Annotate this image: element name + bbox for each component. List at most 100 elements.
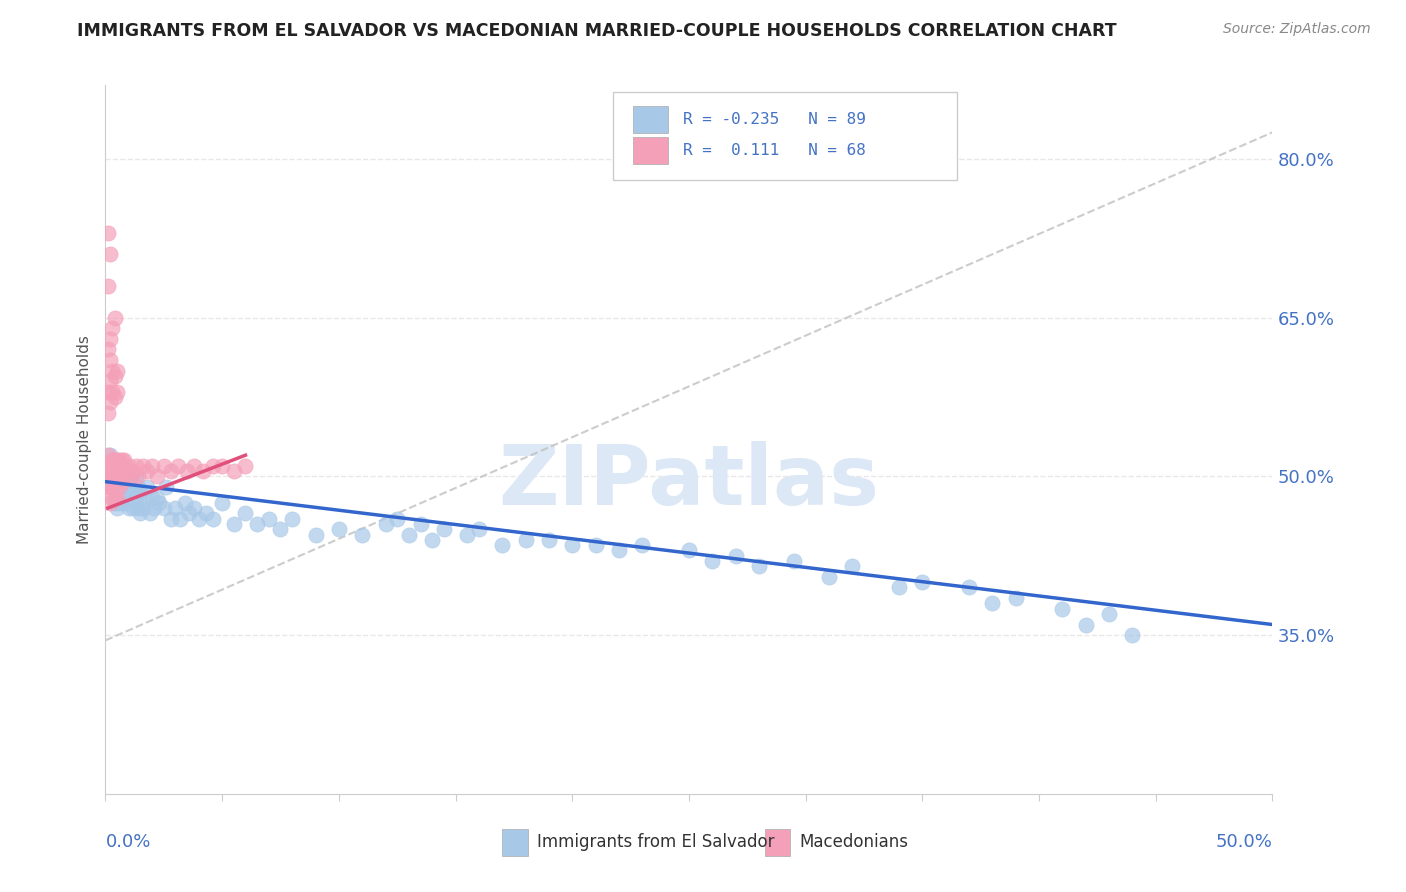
Point <box>585 538 607 552</box>
Point <box>97 480 120 494</box>
Point <box>159 511 181 525</box>
Point <box>127 469 149 483</box>
Point <box>1098 607 1121 621</box>
Point <box>127 501 149 516</box>
Point <box>98 458 121 473</box>
Point <box>201 458 224 473</box>
Point <box>179 507 201 521</box>
Point <box>176 464 198 478</box>
Point <box>183 458 205 473</box>
Point <box>491 538 513 552</box>
Point <box>148 496 170 510</box>
Point <box>201 511 224 525</box>
Point <box>98 247 121 261</box>
Point <box>222 464 245 478</box>
Point <box>112 464 135 478</box>
Point <box>118 501 141 516</box>
Point <box>141 458 163 473</box>
Point <box>97 343 120 357</box>
Point <box>748 559 770 574</box>
Point <box>115 475 138 489</box>
Point <box>125 458 148 473</box>
Point <box>111 458 134 473</box>
Point <box>127 480 149 494</box>
Point <box>97 406 120 420</box>
Point <box>111 475 134 489</box>
Point <box>105 475 128 489</box>
Point <box>222 516 245 531</box>
Point <box>724 549 747 563</box>
Point <box>146 491 169 505</box>
Text: 0.0%: 0.0% <box>105 833 150 851</box>
Point <box>153 501 174 516</box>
Point <box>104 491 127 505</box>
Point <box>97 469 120 483</box>
Bar <box>502 829 527 855</box>
Point <box>783 554 806 568</box>
Point <box>98 475 121 489</box>
Point <box>537 533 560 547</box>
Point <box>1004 591 1026 605</box>
Point <box>352 527 374 541</box>
Point <box>105 469 128 483</box>
Text: R = -0.235   N = 89: R = -0.235 N = 89 <box>683 112 866 127</box>
Point <box>398 527 420 541</box>
Point <box>125 491 148 505</box>
Point <box>101 321 124 335</box>
Point <box>118 480 141 494</box>
Point <box>211 458 233 473</box>
Point <box>270 522 292 536</box>
Point <box>108 496 131 510</box>
Point <box>981 596 1004 610</box>
Point <box>111 453 134 467</box>
Point <box>187 511 209 525</box>
Point <box>120 469 142 483</box>
Point <box>515 533 537 547</box>
Point <box>122 480 145 494</box>
Point <box>374 516 396 531</box>
Point <box>159 464 181 478</box>
Point <box>122 501 145 516</box>
Point <box>104 464 127 478</box>
Text: IMMIGRANTS FROM EL SALVADOR VS MACEDONIAN MARRIED-COUPLE HOUSEHOLDS CORRELATION : IMMIGRANTS FROM EL SALVADOR VS MACEDONIA… <box>77 22 1116 40</box>
Point <box>108 453 131 467</box>
Point <box>125 469 148 483</box>
Point <box>108 480 131 494</box>
Point <box>105 453 128 467</box>
Point <box>97 226 120 240</box>
Point <box>607 543 630 558</box>
FancyBboxPatch shape <box>613 92 957 180</box>
Point <box>97 469 120 483</box>
Point <box>841 559 863 574</box>
Point <box>111 469 134 483</box>
Point <box>132 458 155 473</box>
Point <box>105 501 128 516</box>
Point <box>101 453 124 467</box>
Point <box>108 464 131 478</box>
Point <box>112 491 135 505</box>
Point <box>456 527 478 541</box>
Point <box>129 507 152 521</box>
Point <box>104 390 127 404</box>
Point <box>257 511 280 525</box>
Point <box>561 538 583 552</box>
Point <box>115 496 138 510</box>
Point <box>108 469 131 483</box>
Point <box>118 458 141 473</box>
Point <box>98 448 121 462</box>
Point <box>957 581 980 595</box>
Point <box>97 448 120 462</box>
Point <box>420 533 443 547</box>
Point <box>129 485 152 500</box>
Point <box>235 507 257 521</box>
Point <box>98 353 121 368</box>
Point <box>155 480 177 494</box>
Point <box>101 458 124 473</box>
Point <box>169 511 191 525</box>
Point <box>112 469 135 483</box>
Point <box>183 501 205 516</box>
Point <box>246 516 269 531</box>
Point <box>120 491 142 505</box>
Point <box>328 522 350 536</box>
Point <box>235 458 257 473</box>
